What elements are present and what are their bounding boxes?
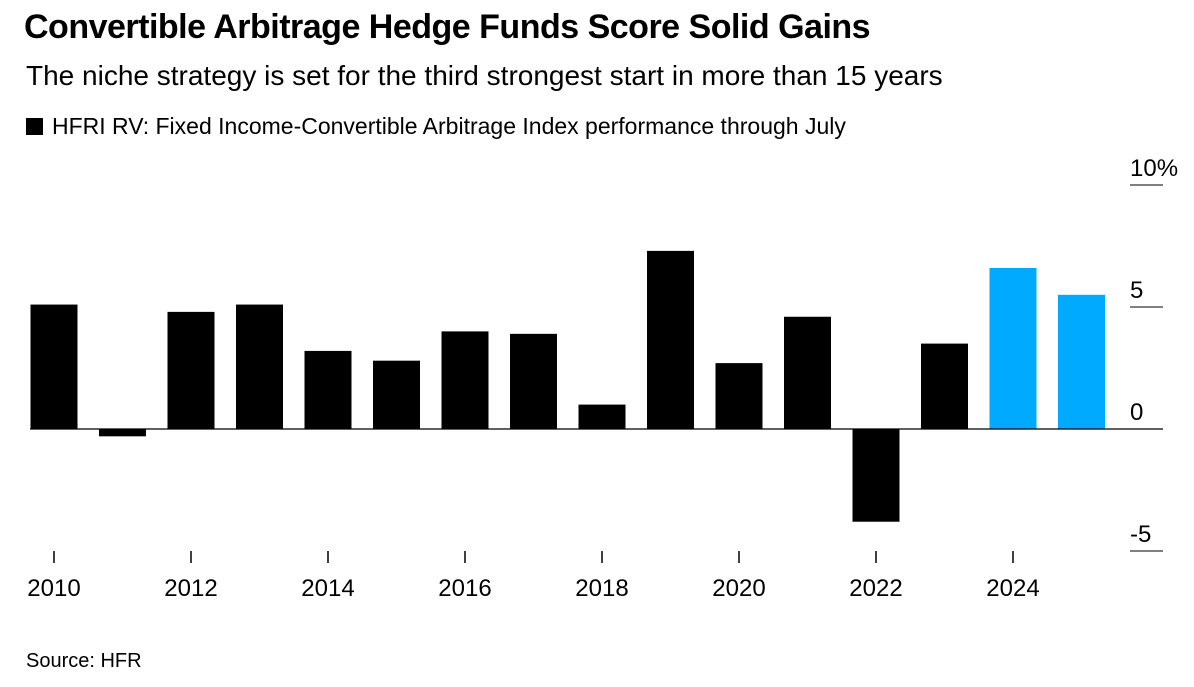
- y-tick-label: 10%: [1130, 155, 1178, 182]
- x-tick-label: 2016: [438, 575, 491, 602]
- bar-2013: [236, 304, 283, 429]
- bar-2014: [304, 350, 352, 429]
- bar-2022: [852, 429, 900, 522]
- x-tick-label: 2024: [986, 575, 1039, 602]
- x-tick-label: 2010: [27, 575, 80, 602]
- source-note: Source: HFR: [26, 650, 142, 672]
- bar-2023: [921, 343, 968, 429]
- bar-2019: [647, 250, 694, 429]
- bar-2024: [989, 267, 1037, 429]
- bar-2018: [578, 404, 626, 429]
- bar-2020: [715, 363, 763, 429]
- legend-swatch: [26, 118, 43, 135]
- bar-2017: [510, 333, 557, 429]
- x-tick-label: 2014: [301, 575, 354, 602]
- chart-subtitle: The niche strategy is set for the third …: [26, 60, 943, 91]
- bar-2021: [784, 316, 831, 429]
- bar-2012: [167, 311, 215, 429]
- x-tick-label: 2018: [575, 575, 628, 602]
- bar-2016: [441, 331, 489, 429]
- bar-2025: [1058, 294, 1105, 429]
- y-tick-label: 0: [1130, 399, 1143, 426]
- y-tick-label: 5: [1130, 277, 1143, 304]
- legend: HFRI RV: Fixed Income-Convertible Arbitr…: [26, 113, 846, 140]
- x-tick-label: 2012: [164, 575, 217, 602]
- bar-2010: [30, 304, 78, 429]
- bar-2011: [99, 429, 146, 437]
- x-tick-label: 2022: [849, 575, 902, 602]
- x-tick-label: 2020: [712, 575, 765, 602]
- y-tick-label: -5: [1130, 521, 1151, 548]
- chart-title: Convertible Arbitrage Hedge Funds Score …: [24, 8, 871, 46]
- bar-chart: 10% 5 0 -5 2010 2012 2014 2016 2018 2020 2022 2024: [27, 155, 1178, 602]
- legend-label: HFRI RV: Fixed Income-Convertible Arbitr…: [52, 113, 846, 139]
- bar-2015: [373, 360, 420, 429]
